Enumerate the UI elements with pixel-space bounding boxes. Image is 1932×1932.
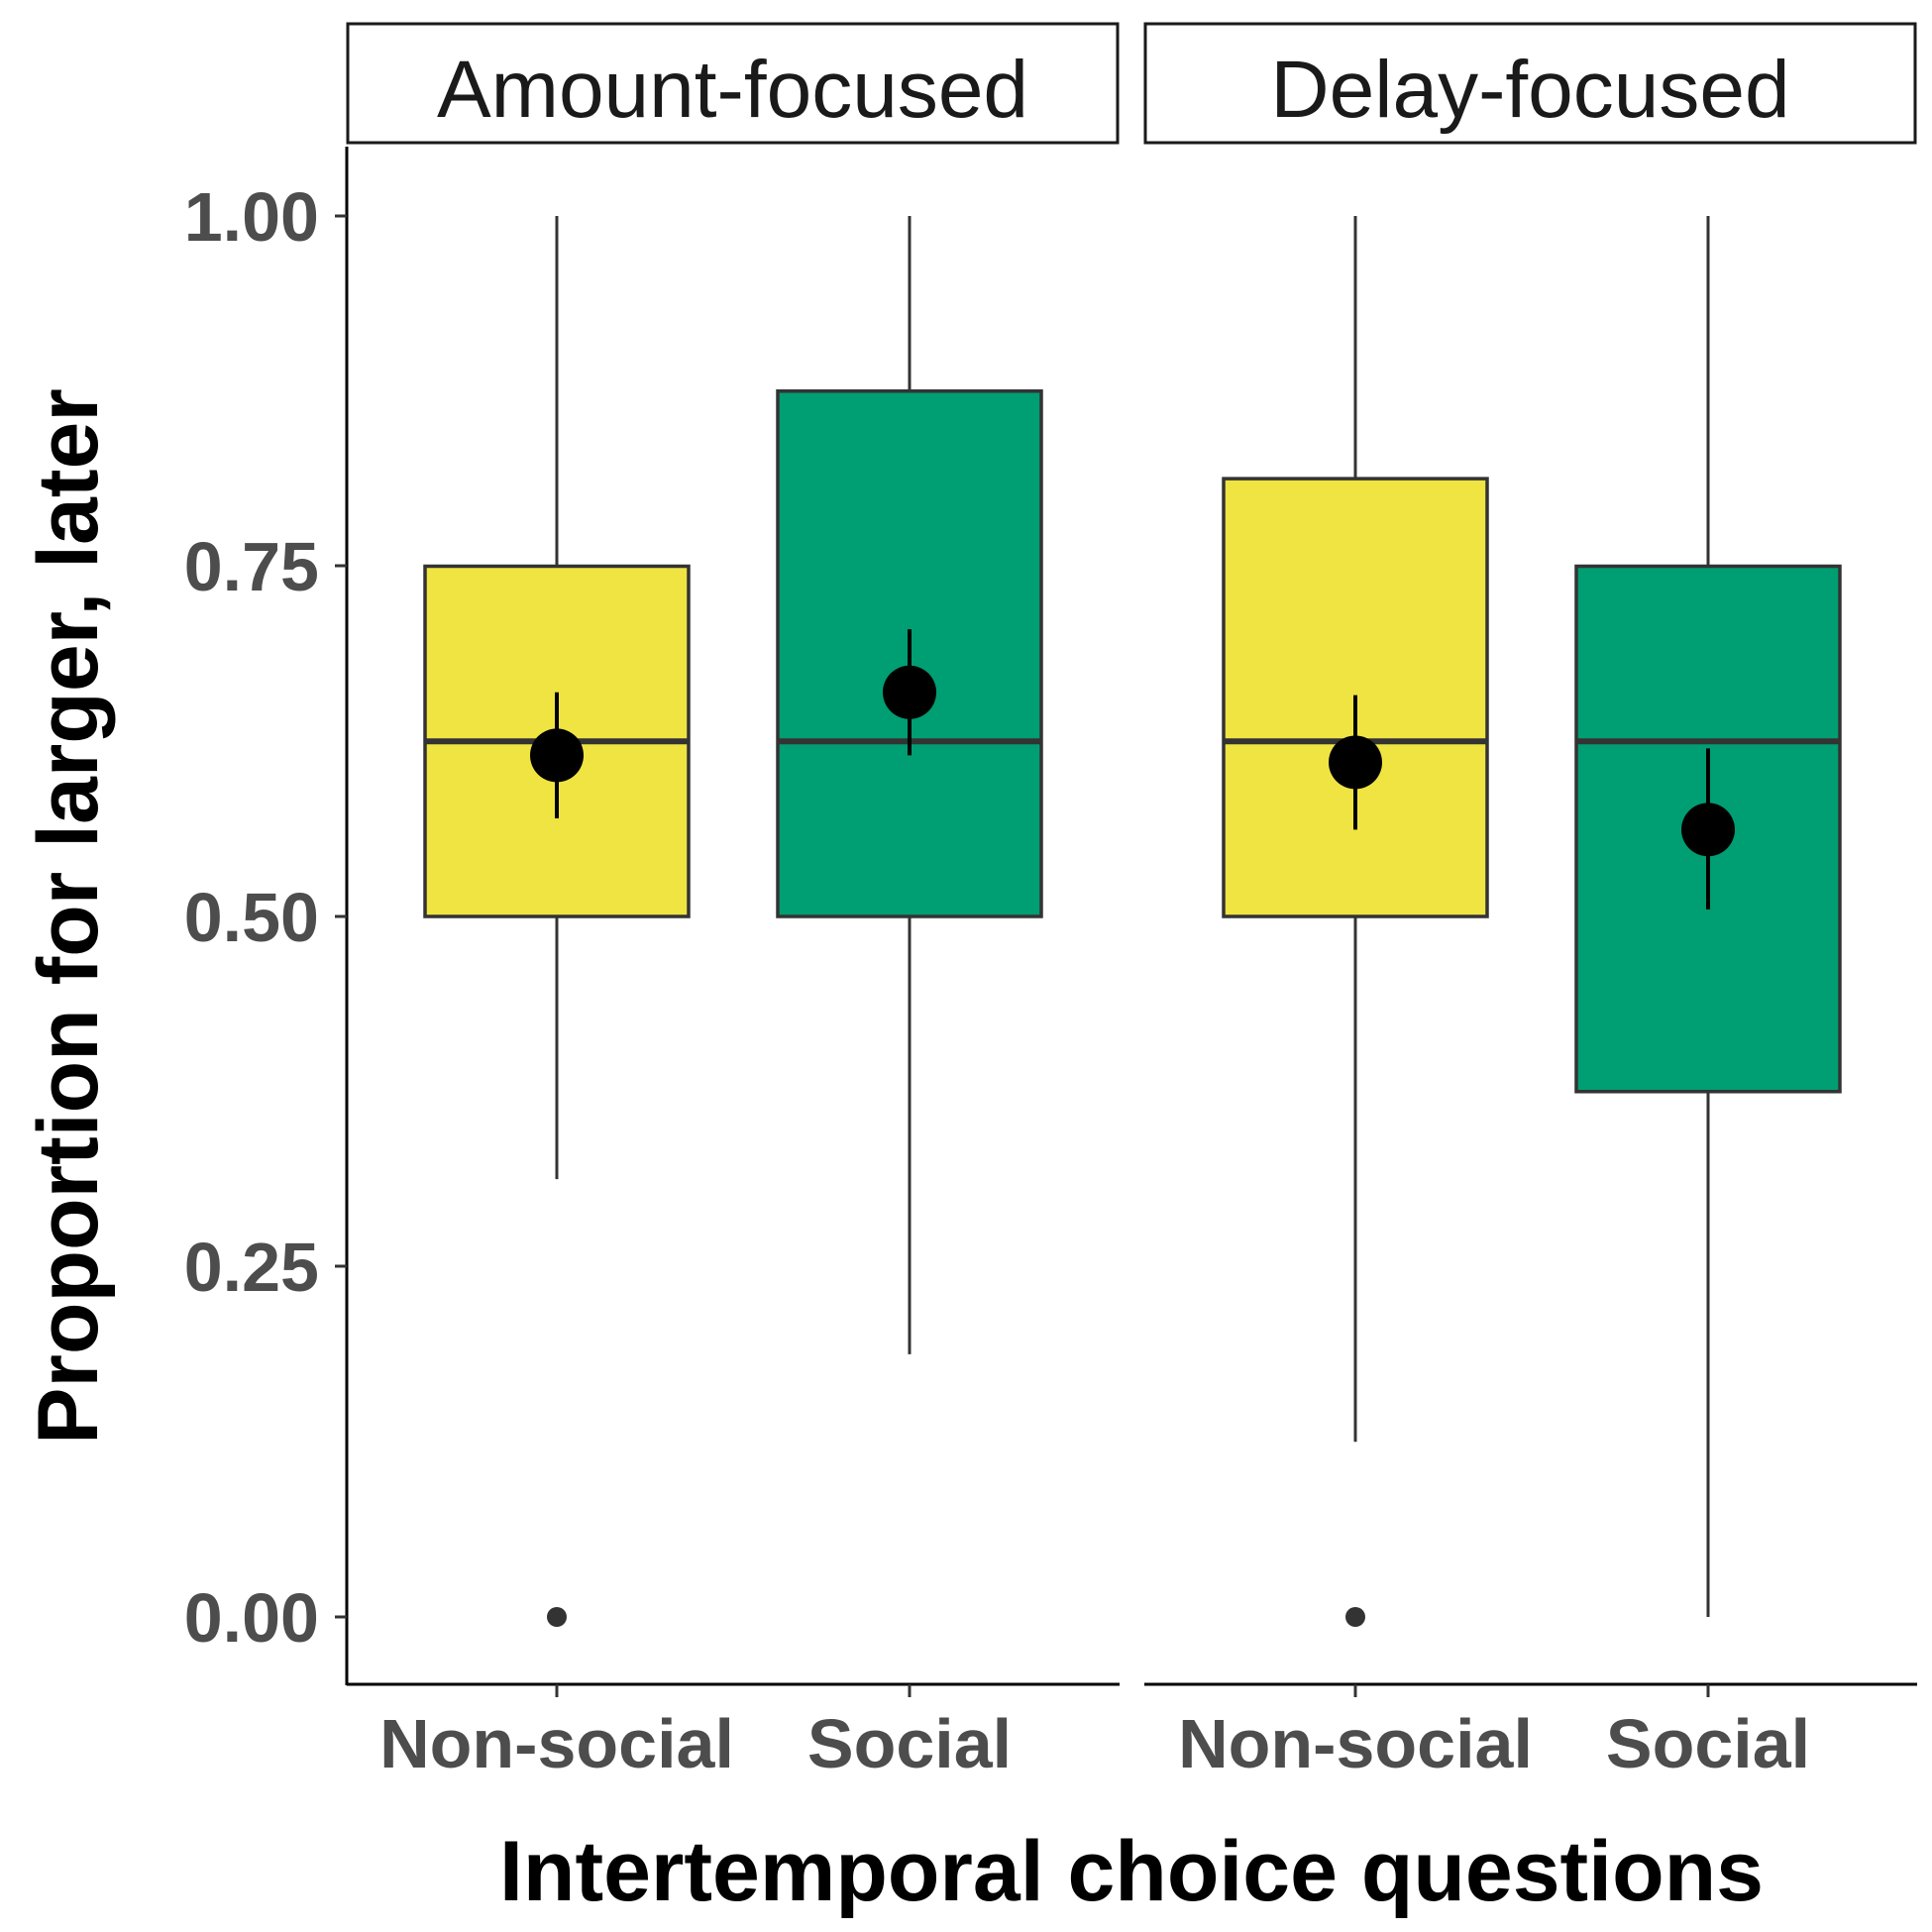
x-tick-label: Non-social <box>379 1705 734 1782</box>
y-tick-label: 0.50 <box>184 879 319 956</box>
y-tick-3: 0.75 <box>184 528 347 605</box>
box-delay-focused-non-social <box>1222 216 1489 1627</box>
strip-label: Delay-focused <box>1270 45 1789 135</box>
y-tick-2: 0.50 <box>184 879 347 956</box>
x-tick-panel2-social: Social <box>1606 1684 1810 1782</box>
mean-point <box>883 665 936 719</box>
mean-point <box>530 728 584 783</box>
outlier-point <box>547 1607 567 1627</box>
strip-label: Amount-focused <box>437 45 1028 135</box>
y-tick-1: 0.25 <box>184 1229 347 1306</box>
y-tick-label: 0.75 <box>184 528 319 605</box>
box-amount-focused-social <box>776 216 1043 1354</box>
x-tick-label: Non-social <box>1178 1705 1533 1782</box>
mean-point <box>1329 735 1382 790</box>
y-tick-label: 1.00 <box>184 178 319 256</box>
strip-delay-focused: Delay-focused <box>1143 22 1917 145</box>
y-tick-label: 0.25 <box>184 1229 319 1306</box>
y-tick-4: 1.00 <box>184 178 347 256</box>
box-amount-focused-non-social <box>423 216 691 1627</box>
x-tick-label: Social <box>1606 1705 1810 1782</box>
strip-amount-focused: Amount-focused <box>346 22 1120 145</box>
mean-point <box>1681 803 1735 857</box>
y-axis-title: Proportion for larger, later <box>21 388 116 1445</box>
box-marks <box>423 216 1842 1627</box>
x-tick-panel2-non-social: Non-social <box>1178 1684 1533 1782</box>
y-tick-0: 0.00 <box>184 1579 347 1657</box>
strip-box <box>346 22 1120 145</box>
y-tick-label: 0.00 <box>184 1579 319 1657</box>
x-tick-panel1-social: Social <box>807 1684 1012 1782</box>
x-axis-title: Intertemporal choice questions <box>499 1824 1764 1919</box>
x-tick-label: Social <box>807 1705 1012 1782</box>
x-tick-panel1-non-social: Non-social <box>379 1684 734 1782</box>
box-delay-focused-social <box>1574 216 1842 1617</box>
strip-box <box>1143 22 1917 145</box>
outlier-point <box>1345 1607 1365 1627</box>
